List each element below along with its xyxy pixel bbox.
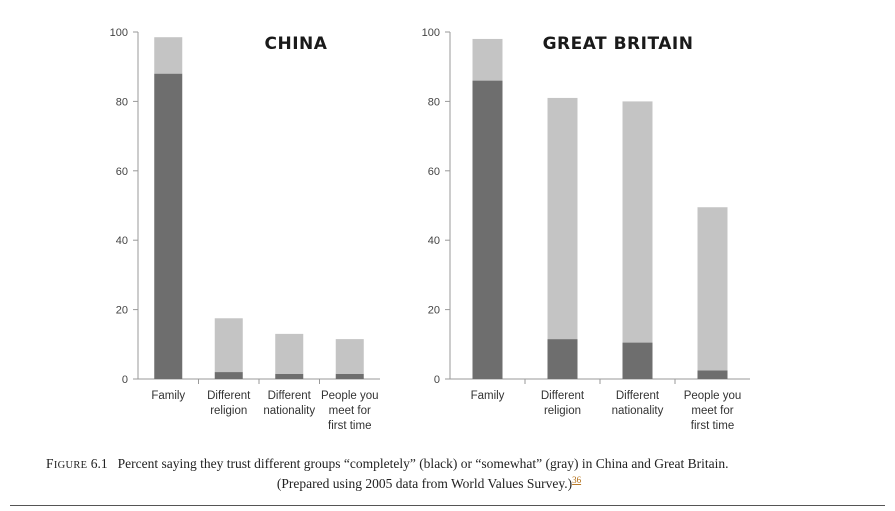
china-ytick-label: 60 bbox=[116, 166, 128, 178]
china-ytick-label: 40 bbox=[116, 235, 128, 247]
china-ytick-label: 0 bbox=[122, 374, 128, 386]
great-britain-category-label: Family bbox=[471, 390, 505, 402]
great-britain-bar-completely bbox=[472, 80, 503, 379]
china-category-label: People you meet for first time bbox=[321, 390, 379, 432]
china-chart-title: CHINA bbox=[265, 34, 328, 54]
china-category-label: Family bbox=[151, 390, 185, 402]
great-britain-bar-somewhat bbox=[697, 207, 728, 371]
china-bar-completely bbox=[275, 373, 304, 379]
great-britain-ytick-label: 100 bbox=[422, 27, 440, 39]
china-bar-somewhat bbox=[214, 318, 243, 373]
great-britain-chart-title: GREAT BRITAIN bbox=[543, 34, 694, 54]
great-britain-bar-completely bbox=[697, 370, 728, 379]
great-britain-ytick-label: 60 bbox=[428, 166, 440, 178]
china-ytick-label: 100 bbox=[110, 27, 128, 39]
great-britain-ytick-label: 0 bbox=[434, 374, 440, 386]
great-britain-chart: 0 20 40 60 80 100 Family Different religion Diffe… bbox=[422, 27, 750, 432]
great-britain-category-label: Different nationality bbox=[612, 390, 664, 417]
china-bar-somewhat bbox=[275, 333, 304, 374]
china-category-label: Different religion bbox=[207, 390, 251, 417]
great-britain-category-label: People you meet for first time bbox=[684, 390, 742, 432]
great-britain-ytick-label: 20 bbox=[428, 305, 440, 317]
great-britain-ytick-label: 80 bbox=[428, 96, 440, 108]
great-britain-bar-somewhat bbox=[622, 101, 653, 343]
page-rule bbox=[10, 505, 885, 506]
figure-caption: FIGURE 6.1 Percent saying they trust diff… bbox=[46, 456, 728, 491]
china-ytick-label: 80 bbox=[116, 96, 128, 108]
great-britain-bar-somewhat bbox=[547, 97, 578, 340]
china-bar-completely bbox=[335, 373, 364, 379]
china-bar-completely bbox=[154, 73, 183, 379]
caption-note: (Prepared using 2005 data from World Val… bbox=[277, 476, 572, 491]
caption-reference-link[interactable]: 36 bbox=[572, 475, 582, 485]
great-britain-bar-somewhat bbox=[472, 38, 503, 81]
china-bar-somewhat bbox=[154, 37, 183, 74]
caption-label: FIGURE 6.1 bbox=[46, 456, 108, 471]
great-britain-bar-completely bbox=[547, 339, 578, 379]
china-ytick-label: 20 bbox=[116, 305, 128, 317]
great-britain-ytick-label: 40 bbox=[428, 235, 440, 247]
great-britain-bar-completely bbox=[622, 342, 653, 379]
china-bar-somewhat bbox=[335, 339, 364, 374]
great-britain-category-label: Different religion bbox=[541, 390, 585, 417]
caption-line-2: (Prepared using 2005 data from World Val… bbox=[277, 475, 582, 491]
caption-line-1: FIGURE 6.1 Percent saying they trust diff… bbox=[46, 456, 728, 471]
china-bar-completely bbox=[214, 372, 243, 379]
caption-text: Percent saying they trust different grou… bbox=[118, 456, 729, 471]
china-chart: 0 20 40 60 80 100 Family Different religion Diffe… bbox=[110, 27, 380, 432]
china-category-label: Different nationality bbox=[263, 390, 315, 417]
